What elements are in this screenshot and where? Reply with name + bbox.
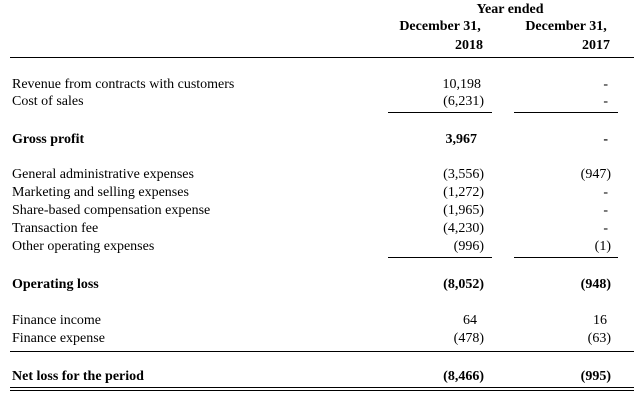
- subtotal-rule-2017: [514, 112, 618, 113]
- year-ended-header: Year ended: [476, 2, 544, 17]
- row-value-2018: (8,466): [443, 369, 484, 384]
- row-label: Share-based compensation expense: [12, 203, 211, 218]
- col-2017-header-line2: 2017: [582, 38, 610, 53]
- col-2018-header-line2: 2018: [455, 38, 483, 53]
- row-label: Transaction fee: [12, 221, 99, 236]
- row-value-2017: (947): [580, 167, 611, 182]
- row-label: Operating loss: [12, 277, 99, 292]
- row-label: Finance expense: [12, 331, 105, 346]
- row-value-2018: (1,272): [443, 185, 484, 200]
- row-value-2017: (948): [580, 277, 611, 292]
- row-value-2018: (3,556): [443, 167, 484, 182]
- row-label: General administrative expenses: [12, 167, 194, 182]
- header-rule: [10, 57, 634, 58]
- row-value-2017: (1): [594, 239, 611, 254]
- row-value-2017: -: [603, 94, 608, 109]
- row-label: Other operating expenses: [12, 239, 155, 254]
- row-value-2017: -: [603, 221, 608, 236]
- row-value-2018: 10,198: [442, 77, 482, 92]
- row-label: Revenue from contracts with customers: [12, 77, 235, 92]
- subtotal-rule-2017: [514, 257, 618, 258]
- row-label: Cost of sales: [12, 94, 84, 109]
- col-2017-header-line1: December 31,: [525, 19, 607, 34]
- row-value-2017: (995): [580, 369, 611, 384]
- row-value-2018: (4,230): [443, 221, 484, 236]
- total-double-rule-1: [10, 387, 634, 388]
- row-value-2018: 3,967: [445, 132, 478, 147]
- row-value-2018: (1,965): [443, 203, 484, 218]
- row-value-2018: (996): [453, 239, 484, 254]
- col-2018-header-line1: December 31,: [399, 19, 481, 34]
- row-label: Marketing and selling expenses: [12, 185, 189, 200]
- row-value-2017: -: [603, 132, 608, 147]
- subtotal-rule-2018: [388, 112, 492, 113]
- row-value-2018: (6,231): [443, 94, 484, 109]
- row-value-2017: 16: [593, 313, 607, 328]
- row-value-2017: -: [603, 185, 608, 200]
- subtotal-rule-2018: [388, 257, 492, 258]
- total-rule-top: [10, 351, 634, 352]
- row-value-2017: (63): [587, 331, 611, 346]
- row-value-2017: -: [603, 77, 608, 92]
- row-label: Finance income: [12, 313, 102, 328]
- row-value-2018: (8,052): [443, 277, 484, 292]
- row-label: Gross profit: [12, 132, 85, 147]
- row-value-2018: (478): [453, 331, 484, 346]
- row-value-2017: -: [603, 203, 608, 218]
- total-double-rule-2: [10, 390, 634, 391]
- row-value-2018: 64: [463, 313, 477, 328]
- row-label: Net loss for the period: [12, 369, 144, 384]
